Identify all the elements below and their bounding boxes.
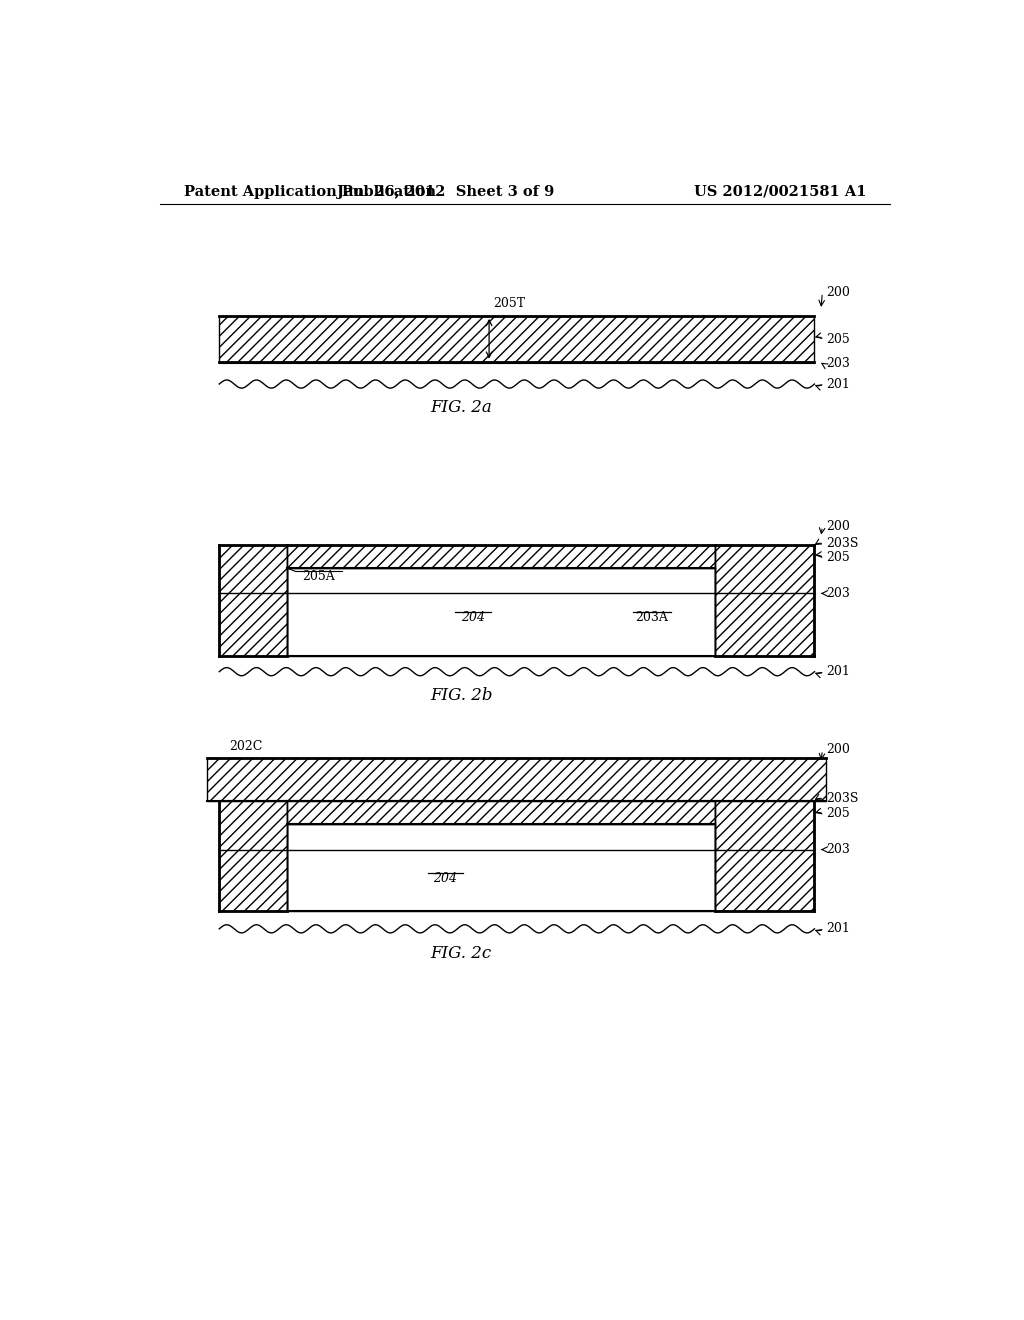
Bar	[219, 315, 814, 362]
Text: 201: 201	[826, 378, 850, 391]
Text: 203S: 203S	[826, 537, 859, 550]
Text: 201: 201	[826, 923, 850, 936]
Text: 200: 200	[826, 520, 850, 533]
Text: 200: 200	[826, 286, 850, 300]
Text: 205: 205	[826, 333, 850, 346]
Bar	[287, 568, 716, 656]
Text: US 2012/0021581 A1: US 2012/0021581 A1	[693, 185, 866, 199]
Text: 205A: 205A	[302, 570, 335, 583]
Text: 204: 204	[461, 611, 485, 623]
Text: FIG. 2b: FIG. 2b	[430, 686, 493, 704]
Bar	[287, 824, 716, 911]
Text: Jan. 26, 2012  Sheet 3 of 9: Jan. 26, 2012 Sheet 3 of 9	[337, 185, 554, 199]
Text: Patent Application Publication: Patent Application Publication	[183, 185, 435, 199]
Text: 202C: 202C	[228, 741, 262, 752]
Text: FIG. 2c: FIG. 2c	[431, 945, 492, 962]
Bar	[219, 545, 287, 656]
Bar	[287, 545, 716, 568]
Bar	[219, 801, 287, 911]
Bar	[207, 758, 826, 801]
Text: 205: 205	[826, 808, 850, 821]
Text: 204: 204	[433, 873, 458, 884]
Text: 203S: 203S	[826, 792, 859, 805]
Bar	[715, 801, 814, 911]
Text: 203: 203	[826, 587, 850, 599]
Text: 203: 203	[826, 358, 850, 370]
Text: 203A: 203A	[635, 611, 669, 623]
Text: 205T: 205T	[494, 297, 525, 310]
Text: FIG. 2a: FIG. 2a	[430, 399, 493, 416]
Text: 205: 205	[826, 552, 850, 565]
Bar	[287, 801, 716, 824]
Text: 203: 203	[826, 843, 850, 857]
Bar	[715, 545, 814, 656]
Text: 201: 201	[826, 665, 850, 678]
Text: 200: 200	[826, 743, 850, 756]
